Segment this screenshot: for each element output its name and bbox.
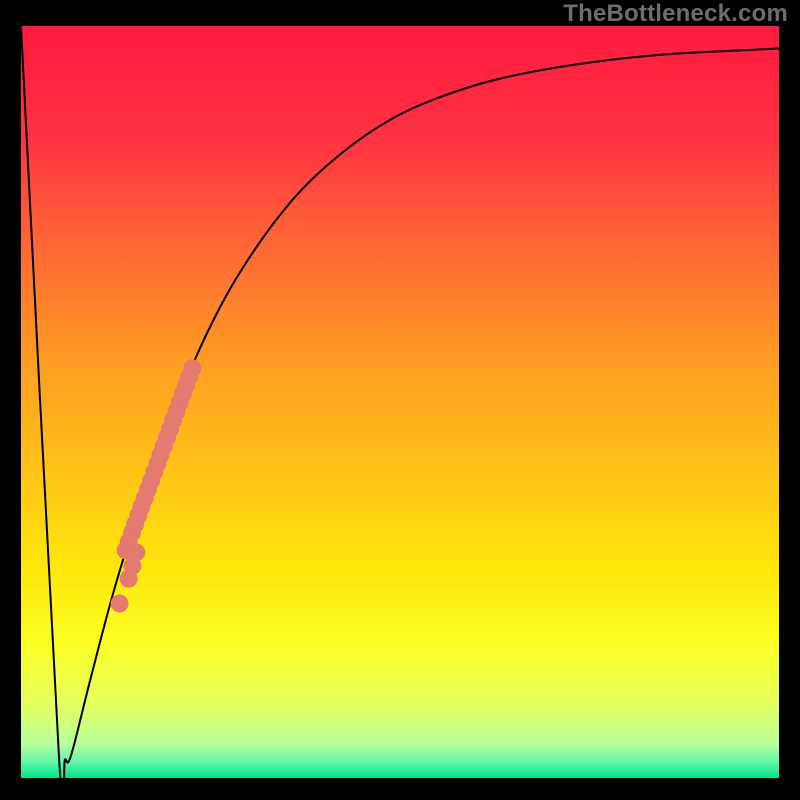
plot-area xyxy=(21,26,779,778)
marker-dot xyxy=(111,595,129,613)
plot-background xyxy=(21,26,779,778)
watermark-text: TheBottleneck.com xyxy=(563,0,788,28)
chart-container: TheBottleneck.com xyxy=(0,0,800,800)
marker-dot xyxy=(127,543,145,561)
marker-dot xyxy=(183,359,201,377)
plot-svg xyxy=(21,26,779,778)
